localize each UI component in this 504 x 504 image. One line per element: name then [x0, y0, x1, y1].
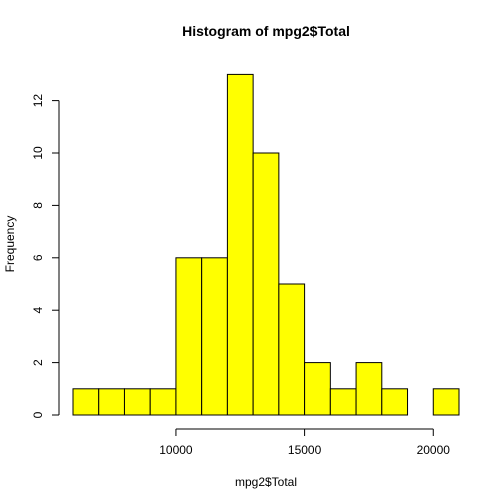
x-axis-label: mpg2$Total — [235, 475, 297, 489]
y-axis: 0 2 4 6 8 10 12 — [31, 94, 60, 418]
chart-title: Histogram of mpg2$Total — [182, 23, 350, 39]
y-tick-label-6: 12 — [31, 94, 45, 108]
histogram-bar-3 — [149, 388, 177, 416]
y-axis-label: Frequency — [3, 216, 17, 273]
y-tick-label-1: 2 — [31, 359, 45, 366]
y-tick-label-0: 0 — [31, 411, 45, 418]
histogram-bar-11 — [355, 362, 383, 416]
histogram-bar-14 — [432, 388, 460, 416]
x-axis: 10000 15000 20000 — [159, 428, 451, 457]
histogram-bar-12 — [381, 388, 409, 416]
histogram-bar-10 — [329, 388, 357, 416]
y-tick-label-5: 10 — [31, 146, 45, 160]
x-tick-label-1: 15000 — [288, 443, 322, 457]
histogram-bar-0 — [72, 388, 100, 416]
y-tick-label-4: 8 — [31, 202, 45, 209]
histogram-bar-8 — [278, 283, 306, 416]
histogram-bar-6 — [226, 73, 254, 416]
histogram-bar-2 — [123, 388, 151, 416]
x-tick-label-0: 10000 — [159, 443, 193, 457]
histogram-bar-4 — [175, 257, 203, 416]
y-tick-label-3: 6 — [31, 254, 45, 261]
histogram-bar-7 — [252, 152, 280, 416]
histogram-bar-1 — [98, 388, 125, 416]
bars-group — [72, 73, 460, 416]
histogram-bar-5 — [201, 257, 228, 416]
x-tick-label-2: 20000 — [417, 443, 451, 457]
y-tick-label-2: 4 — [31, 307, 45, 314]
histogram-bar-9 — [304, 362, 331, 416]
